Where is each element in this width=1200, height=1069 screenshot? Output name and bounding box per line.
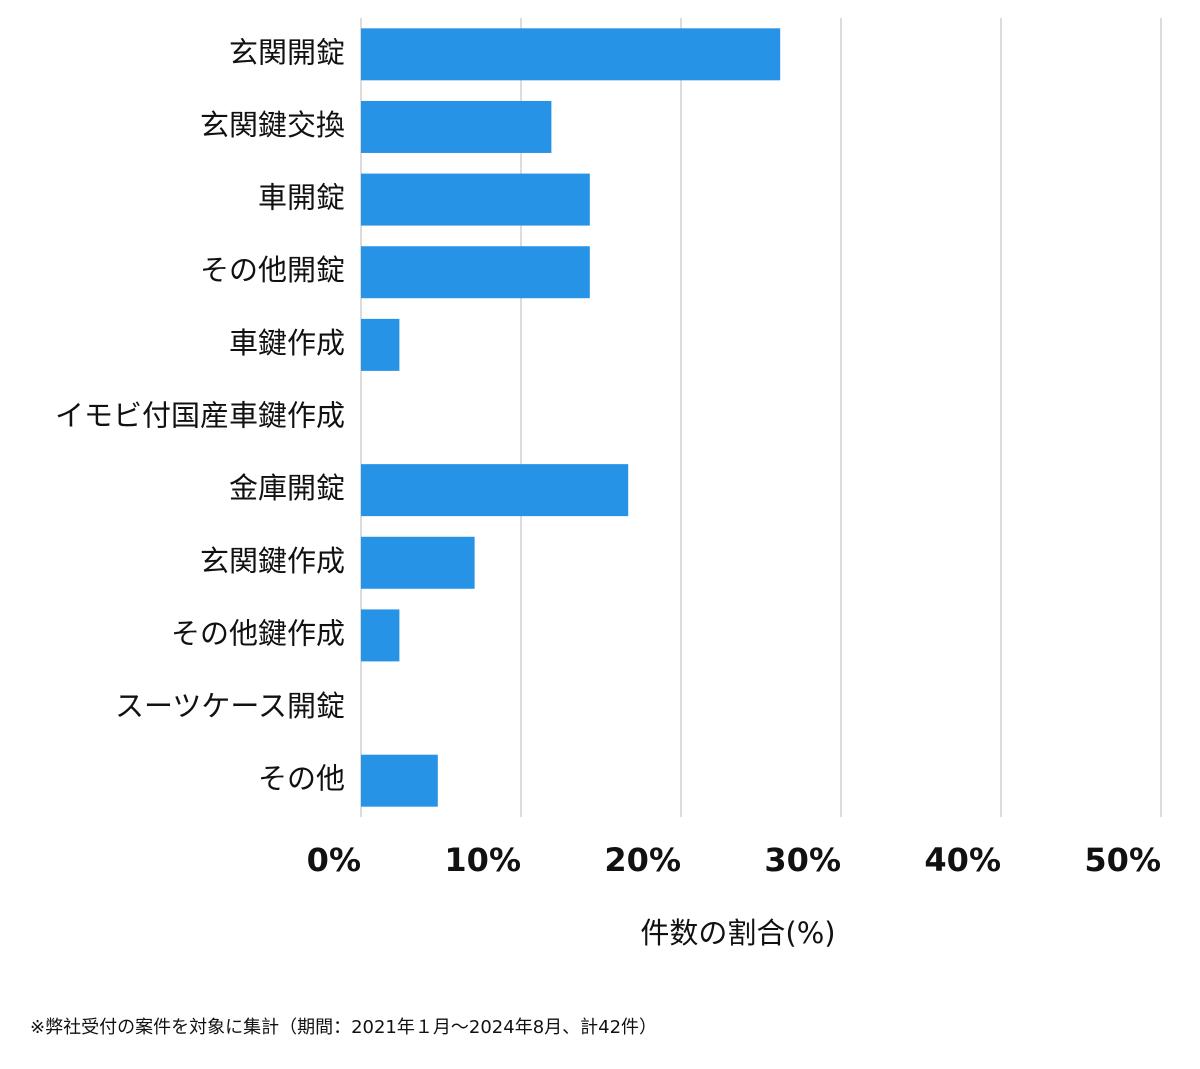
x-tick-label: 10% bbox=[444, 841, 521, 879]
footnote: ※弊社受付の案件を対象に集計（期間：2021年１月～2024年8月、計42件） bbox=[30, 1017, 657, 1038]
bar bbox=[361, 246, 590, 299]
y-tick-label: 玄関鍵作成 bbox=[200, 544, 345, 578]
bar bbox=[361, 318, 400, 371]
x-tick-label: 30% bbox=[764, 841, 841, 879]
x-tick-label: 40% bbox=[924, 841, 1001, 879]
y-tick-label: 車鍵作成 bbox=[229, 326, 345, 360]
y-tick-label: 車開錠 bbox=[258, 181, 345, 215]
y-tick-label: その他開錠 bbox=[200, 253, 345, 287]
bar bbox=[361, 28, 781, 81]
x-tick-label: 0% bbox=[307, 841, 361, 879]
y-tick-label: イモビ付国産車鍵作成 bbox=[55, 399, 345, 433]
bar bbox=[361, 609, 400, 662]
y-tick-label: 玄関鍵交換 bbox=[200, 108, 345, 142]
bar bbox=[361, 754, 438, 807]
x-tick-label: 50% bbox=[1084, 841, 1161, 879]
y-tick-label: その他鍵作成 bbox=[171, 616, 345, 650]
x-tick-label: 20% bbox=[604, 841, 681, 879]
bar bbox=[361, 100, 552, 153]
bar bbox=[361, 464, 629, 517]
y-tick-label: 金庫開錠 bbox=[229, 471, 345, 505]
x-axis-title: 件数の割合(%) bbox=[640, 916, 835, 950]
bar bbox=[361, 173, 590, 226]
y-tick-label: その他 bbox=[258, 762, 345, 796]
y-tick-label: 玄関開錠 bbox=[229, 35, 345, 69]
y-tick-label: スーツケース開錠 bbox=[115, 689, 345, 723]
bar bbox=[361, 536, 475, 589]
